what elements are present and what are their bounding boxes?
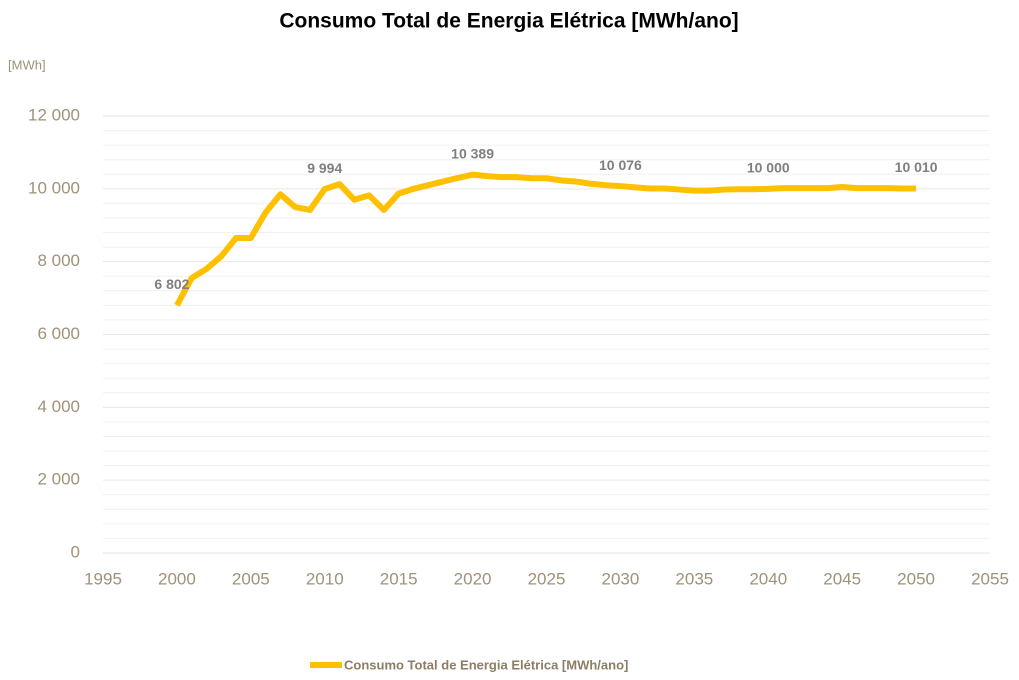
data-label: 6 802 bbox=[154, 276, 189, 292]
chart-title: Consumo Total de Energia Elétrica [MWh/a… bbox=[279, 10, 738, 33]
x-tick-label: 2040 bbox=[749, 569, 787, 588]
x-tick-label: 1995 bbox=[84, 569, 122, 588]
data-label: 10 010 bbox=[895, 159, 938, 175]
y-tick-label: 6 000 bbox=[37, 324, 80, 343]
data-label: 10 000 bbox=[747, 160, 790, 176]
x-tick-label: 2055 bbox=[971, 569, 1009, 588]
y-tick-label: 4 000 bbox=[37, 397, 80, 416]
data-label: 9 994 bbox=[307, 160, 342, 176]
legend-label: Consumo Total de Energia Elétrica [MWh/a… bbox=[344, 657, 628, 672]
y-tick-label: 0 bbox=[71, 542, 80, 561]
x-tick-label: 2015 bbox=[380, 569, 418, 588]
x-tick-label: 2025 bbox=[528, 569, 566, 588]
y-tick-label: 12 000 bbox=[28, 105, 80, 124]
x-tick-label: 2045 bbox=[823, 569, 861, 588]
x-tick-label: 2005 bbox=[232, 569, 270, 588]
y-tick-label: 8 000 bbox=[37, 251, 80, 270]
data-label: 10 389 bbox=[451, 145, 494, 161]
x-tick-label: 2030 bbox=[602, 569, 640, 588]
x-tick-label: 2035 bbox=[675, 569, 713, 588]
data-line bbox=[174, 171, 917, 307]
x-tick-label: 2050 bbox=[897, 569, 935, 588]
y-tick-label: 2 000 bbox=[37, 470, 80, 489]
data-label: 10 076 bbox=[599, 157, 642, 173]
x-tick-label: 2000 bbox=[158, 569, 196, 588]
y-tick-label: 10 000 bbox=[28, 178, 80, 197]
x-tick-label: 2020 bbox=[454, 569, 492, 588]
x-tick-label: 2010 bbox=[306, 569, 344, 588]
y-axis-label: [MWh] bbox=[8, 57, 46, 72]
